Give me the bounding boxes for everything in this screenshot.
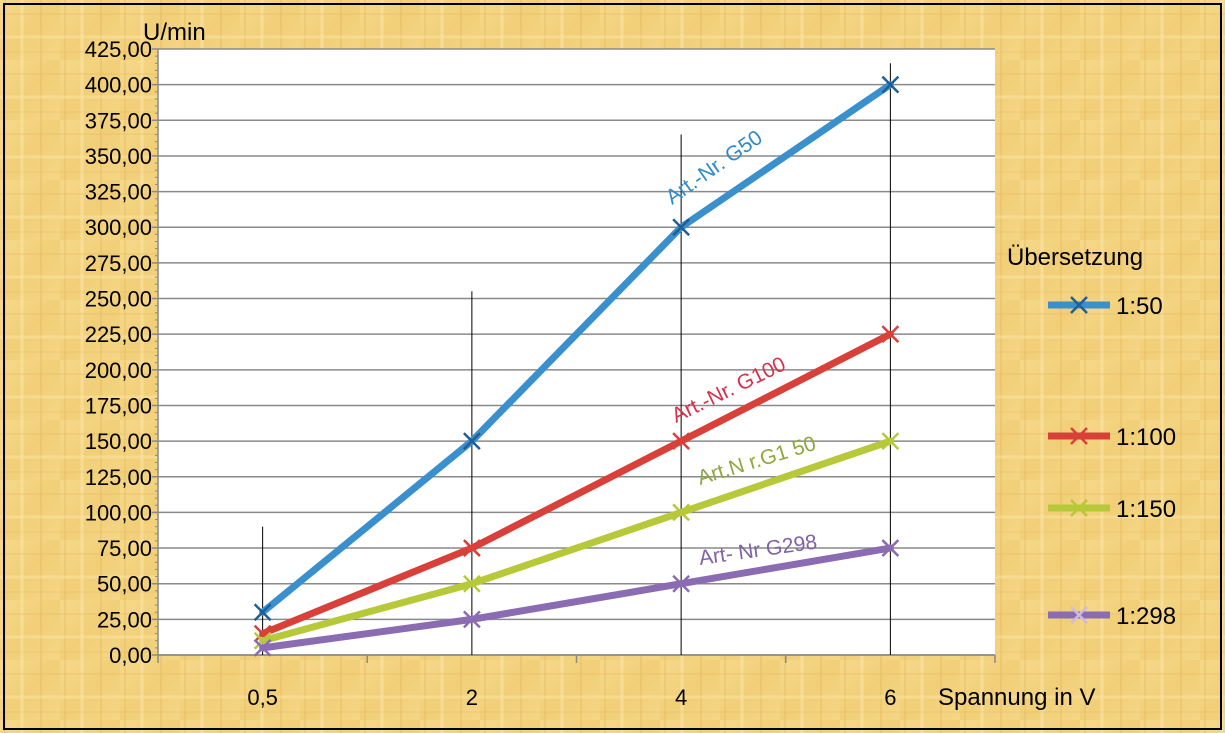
x-tick-label: 6 — [884, 685, 896, 710]
legend-label: 1:100 — [1116, 424, 1176, 451]
y-tick-label: 275,00 — [85, 251, 152, 276]
series-line — [259, 544, 894, 652]
y-tick-label: 175,00 — [85, 393, 152, 418]
x-icon — [462, 574, 481, 593]
chart-border — [3, 3, 1222, 730]
y-tick-label: 225,00 — [85, 322, 152, 347]
y-tick-label: 425,00 — [85, 37, 152, 62]
x-axis-title: Spannung in V — [938, 684, 1095, 711]
plot-area — [158, 49, 995, 655]
y-tick-label: 0,00 — [109, 643, 152, 668]
y-tick-label: 200,00 — [85, 358, 152, 383]
x-icon — [1070, 499, 1088, 517]
y-tick-label: 400,00 — [85, 73, 152, 98]
x-icon — [462, 432, 481, 451]
y-tick-label: 300,00 — [85, 215, 152, 240]
x-icon — [672, 574, 691, 593]
x-icon — [672, 432, 691, 451]
y-tick-label: 350,00 — [85, 144, 152, 169]
x-icon — [253, 603, 272, 622]
y-tick-label: 100,00 — [85, 500, 152, 525]
x-icon — [672, 218, 691, 237]
y-tick-label: 50,00 — [97, 572, 152, 597]
x-icon — [462, 539, 481, 557]
series-line — [259, 81, 894, 616]
y-axis-title: U/min — [143, 19, 206, 46]
x-icon — [881, 539, 900, 557]
y-tick-label: 150,00 — [85, 429, 152, 454]
y-tick-label: 25,00 — [97, 607, 152, 632]
x-icon — [672, 503, 691, 522]
x-icon — [462, 610, 481, 629]
x-icon — [1070, 296, 1088, 314]
x-icon — [1070, 606, 1088, 624]
series-line — [259, 330, 894, 638]
x-tick-label: 0,5 — [247, 685, 278, 710]
legend-label: 1:50 — [1116, 293, 1163, 320]
x-tick-label: 2 — [466, 685, 478, 710]
legend-label: 1:298 — [1116, 603, 1176, 630]
legend-title: Übersetzung — [1007, 244, 1143, 271]
series-line — [259, 437, 894, 645]
y-tick-label: 75,00 — [97, 536, 152, 561]
y-tick-label: 375,00 — [85, 108, 152, 133]
x-icon — [881, 432, 900, 451]
x-icon — [253, 638, 272, 657]
x-icon — [881, 325, 900, 344]
legend-label: 1:150 — [1116, 496, 1176, 523]
y-tick-label: 250,00 — [85, 287, 152, 312]
x-tick-label: 4 — [675, 685, 687, 710]
x-icon — [881, 75, 900, 94]
y-tick-label: 325,00 — [85, 180, 152, 205]
x-icon — [1070, 427, 1088, 445]
y-tick-label: 125,00 — [85, 465, 152, 490]
